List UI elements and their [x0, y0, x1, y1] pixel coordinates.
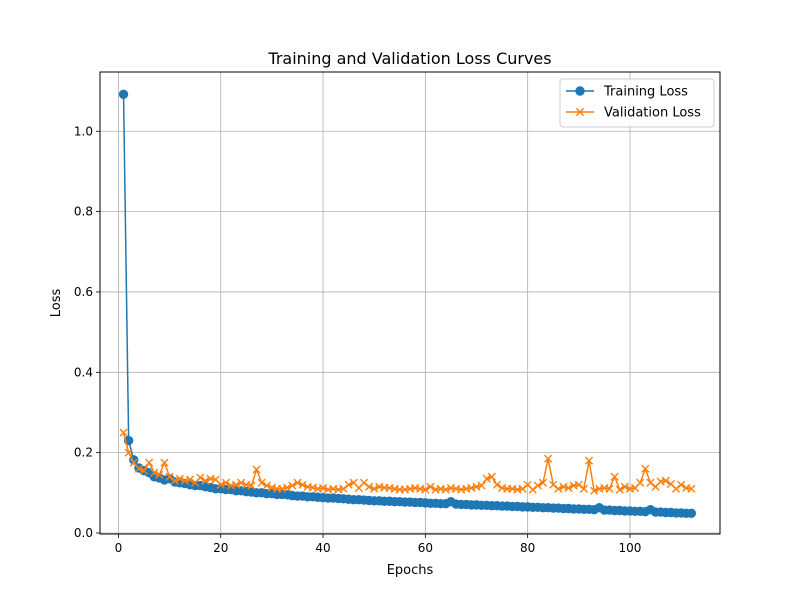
data-point: [247, 481, 256, 490]
data-point: [528, 485, 537, 494]
axis-ticks: 0 20 40 60 80 100 0.0 0.2 0.4 0.6 0.8 1.0: [74, 124, 642, 555]
data-point: [564, 483, 573, 493]
data-point: [196, 473, 205, 482]
data-point: [201, 476, 210, 485]
data-point: [533, 481, 542, 490]
y-tick-label: 0.0: [74, 526, 93, 540]
legend-label: Validation Loss: [604, 106, 701, 121]
y-tick-label: 0.4: [74, 365, 93, 379]
data-point: [221, 478, 230, 487]
legend-item: Validation Loss: [566, 106, 701, 121]
data-point: [145, 458, 154, 467]
series-line: [122, 432, 692, 492]
x-tick-label: 100: [619, 541, 642, 555]
data-point: [421, 485, 430, 494]
data-point: [482, 474, 491, 483]
data-point: [605, 484, 614, 493]
data-point: [687, 484, 696, 493]
y-tick-label: 0.2: [74, 446, 93, 460]
data-point: [262, 481, 271, 490]
legend-box: [559, 78, 715, 128]
data-point: [620, 482, 629, 491]
data-point: [293, 478, 302, 487]
legend: Training Loss Validation Loss: [559, 78, 715, 128]
data-point: [477, 481, 486, 490]
data-point: [544, 454, 553, 463]
x-tick-label: 60: [418, 541, 433, 555]
y-axis-label: Loss: [49, 289, 64, 318]
data-point: [574, 480, 583, 489]
data-point: [426, 482, 435, 491]
data-point: [185, 475, 195, 484]
data-point: [298, 480, 307, 489]
x-tick-label: 0: [115, 541, 123, 555]
legend-marker: [575, 107, 585, 117]
data-point: [518, 484, 527, 493]
x-axis-label: Epochs: [387, 563, 434, 578]
data-point: [237, 478, 246, 487]
data-point: [370, 484, 379, 493]
data-point: [364, 482, 374, 491]
data-point: [487, 472, 496, 481]
data-point: [216, 480, 225, 489]
x-tick-label: 40: [315, 541, 330, 555]
data-point: [283, 483, 292, 492]
data-point: [661, 476, 670, 485]
plot-frame: [99, 71, 721, 535]
data-point: [538, 478, 548, 487]
data-point: [318, 483, 328, 493]
legend-label: Training Loss: [603, 85, 688, 100]
data-point: [441, 485, 450, 494]
x-tick-label: 80: [520, 541, 535, 555]
data-point: [124, 448, 133, 457]
data-point: [165, 472, 174, 481]
data-point: [610, 472, 619, 481]
y-tick-label: 0.8: [74, 205, 93, 219]
data-point: [590, 486, 599, 495]
data-point: [686, 508, 697, 519]
chart-title: Training and Validation Loss Curves: [267, 49, 551, 68]
data-point: [359, 478, 369, 487]
data-point: [646, 478, 655, 487]
data-point: [339, 484, 348, 493]
data-point: [636, 478, 645, 487]
data-point: [579, 484, 589, 493]
y-tick-label: 1.0: [74, 124, 93, 138]
data-point: [118, 89, 129, 99]
data-point: [160, 458, 169, 467]
data-point: [175, 474, 184, 483]
data-point: [119, 428, 128, 437]
data-point: [150, 468, 159, 477]
y-tick-label: 0.6: [74, 285, 93, 299]
data-point: [252, 465, 261, 474]
data-point: [139, 466, 149, 475]
data-point: [155, 470, 164, 479]
data-point: [615, 485, 624, 494]
plot-series: [118, 89, 697, 519]
data-point: [257, 478, 266, 487]
data-point: [641, 464, 650, 473]
data-point: [344, 480, 353, 489]
data-point: [554, 484, 563, 493]
legend-item: Training Loss: [566, 85, 688, 100]
data-point: [549, 480, 558, 489]
x-tick-label: 20: [213, 541, 228, 555]
data-point: [288, 481, 297, 490]
data-point: [677, 480, 686, 489]
data-point: [671, 484, 681, 493]
series-line: [122, 94, 692, 515]
data-point: [492, 480, 502, 489]
data-point: [134, 464, 143, 473]
legend-marker: [575, 86, 585, 96]
series-training-loss: [118, 89, 697, 519]
data-point: [170, 476, 179, 485]
grid-lines: [100, 72, 720, 534]
series-validation-loss: [119, 428, 696, 495]
data-point: [231, 480, 241, 489]
data-point: [584, 456, 594, 465]
